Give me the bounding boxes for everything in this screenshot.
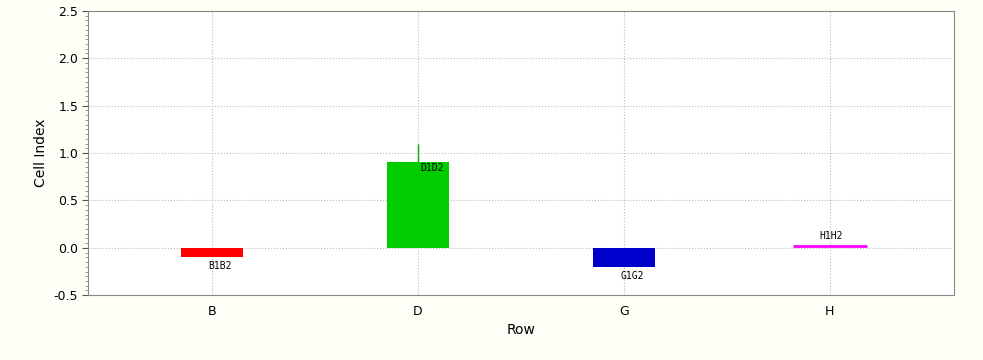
- Text: D1D2: D1D2: [420, 163, 443, 174]
- Bar: [387, 162, 449, 248]
- Y-axis label: Cell Index: Cell Index: [34, 119, 48, 187]
- Text: H1H2: H1H2: [820, 231, 843, 241]
- Text: G1G2: G1G2: [620, 271, 644, 280]
- Bar: [181, 248, 243, 257]
- X-axis label: Row: Row: [506, 324, 536, 337]
- Bar: [593, 248, 655, 267]
- Text: B1B2: B1B2: [208, 261, 232, 271]
